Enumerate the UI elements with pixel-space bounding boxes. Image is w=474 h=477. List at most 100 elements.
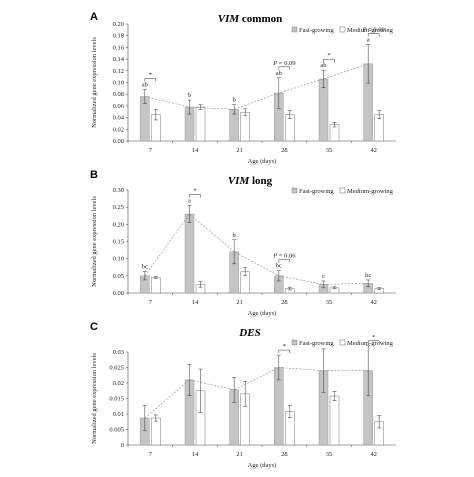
significance-annotation: P = 0.09 — [272, 60, 295, 67]
y-tick-label: 0.18 — [113, 33, 124, 40]
y-axis-label: Normalized gene expression levels — [91, 353, 98, 444]
significance-annotation: * — [149, 72, 152, 79]
y-tick-label: 0.30 — [113, 187, 124, 194]
trend-line-fast — [144, 213, 369, 285]
y-tick-label: 0.20 — [113, 221, 124, 228]
significance-letter: ab — [320, 62, 326, 69]
chart-title-italic: VIM — [228, 175, 251, 187]
y-tick-label: 0.25 — [113, 204, 124, 211]
p-symbol: P — [362, 26, 367, 33]
significance-annotation: * — [283, 343, 286, 350]
y-tick-label: 0.05 — [113, 273, 124, 280]
chart-title-rest: common — [239, 13, 282, 25]
significance-bracket — [367, 340, 380, 344]
x-tick-label: 7 — [149, 451, 153, 458]
p-value: = 0.06 — [277, 253, 296, 260]
trend-line-fast — [144, 63, 369, 110]
p-value: = 0.09 — [277, 60, 295, 67]
significance-letter: b — [233, 232, 236, 239]
bar-medium-growing — [329, 395, 340, 446]
y-tick-label: 0.15 — [113, 239, 124, 246]
legend-label-fast: Fast-growing — [299, 188, 334, 195]
x-tick-label: 14 — [192, 451, 199, 458]
significance-letter: a — [188, 197, 191, 204]
chart-panel-b: B VIM long Fast-growing Medium-growing 0.00 0… — [90, 169, 396, 317]
chart-title: VIM long — [228, 175, 273, 187]
bar-medium-growing — [151, 417, 161, 446]
y-tick-label: 0.03 — [113, 349, 124, 356]
x-tick-label: 42 — [370, 147, 377, 154]
x-tick-label: 28 — [281, 299, 288, 306]
y-axis-label: Normalized gene expression levels — [91, 37, 98, 128]
significance-annotation: * — [193, 187, 196, 194]
y-tick-label: 0.08 — [113, 91, 124, 98]
x-axis-label: Age (days) — [248, 462, 277, 469]
significance-bracket — [278, 349, 291, 354]
significance-annotation: * — [372, 334, 375, 341]
significance-letter: ab — [276, 70, 282, 77]
chart-panel-a: A VIM common Fast-growing Medium-growing 0.0… — [90, 11, 396, 165]
significance-bracket — [278, 66, 291, 70]
x-tick-label: 42 — [370, 451, 377, 458]
significance-bracket — [278, 259, 291, 263]
legend-label-fast: Fast-growing — [299, 27, 334, 34]
x-tick-label: 21 — [236, 299, 243, 306]
x-tick-label: 35 — [326, 451, 333, 458]
x-tick-label: 21 — [236, 451, 243, 458]
chart-panel-c: C DES Fast-growing Medium-growing 0 0.005 0.01… — [90, 321, 396, 469]
x-tick-label: 28 — [281, 451, 288, 458]
legend-swatch-fast — [291, 26, 298, 33]
bar-fast-growing — [184, 213, 195, 294]
x-tick-label: 28 — [281, 147, 288, 154]
y-tick-label: 0.16 — [113, 44, 125, 51]
x-tick-label: 14 — [192, 299, 199, 306]
y-tick-label: 0.10 — [113, 256, 124, 263]
x-tick-label: 7 — [149, 147, 153, 154]
y-tick-label: 0.04 — [113, 115, 125, 122]
y-tick-label: 0.02 — [113, 126, 124, 133]
significance-letter: b — [233, 97, 236, 104]
significance-bracket — [367, 33, 380, 37]
bar-medium-growing — [195, 106, 206, 142]
legend-swatch-medium — [339, 26, 346, 33]
y-tick-label: 0.02 — [113, 380, 124, 387]
significance-letter: a — [367, 36, 370, 43]
chart-title: DES — [238, 327, 260, 339]
y-tick-label: 0.01 — [113, 411, 124, 418]
y-tick-label: 0.20 — [113, 21, 124, 28]
p-value: = 0.09 — [367, 26, 385, 33]
significance-bracket — [323, 58, 335, 63]
chart-title-rest: long — [249, 175, 272, 187]
panel-letter: A — [90, 11, 98, 23]
significance-annotation: P = 0.09 — [362, 26, 385, 33]
y-tick-label: 0.06 — [113, 103, 125, 110]
legend-label-fast: Fast-growing — [299, 340, 334, 347]
y-tick-label: 0.015 — [109, 396, 124, 403]
legend-label-medium: Medium-growing — [347, 188, 394, 195]
x-tick-label: 42 — [370, 299, 377, 306]
significance-bracket — [144, 78, 157, 82]
significance-annotation: P = 0.06 — [272, 253, 296, 260]
y-tick-label: 0.14 — [113, 56, 125, 63]
x-axis-label: Age (days) — [248, 158, 277, 165]
p-symbol: P — [272, 60, 277, 67]
p-symbol: P — [272, 253, 277, 260]
bar-fast-growing — [318, 78, 329, 142]
significance-annotation: * — [327, 52, 330, 59]
y-tick-label: 0 — [121, 442, 124, 449]
significance-letter: ab — [142, 82, 148, 89]
y-tick-label: 0.00 — [113, 138, 124, 145]
panel-letter: B — [90, 169, 98, 181]
y-axis-label: Normalized gene expression levels — [91, 196, 98, 287]
bar-medium-growing — [240, 112, 250, 142]
significance-letter: c — [322, 273, 325, 280]
legend-swatch-fast — [291, 339, 298, 346]
significance-letter: bc — [276, 263, 282, 270]
legend-label-medium: Medium-growing — [347, 340, 394, 347]
chart-title: VIM common — [218, 13, 282, 25]
x-tick-label: 7 — [149, 299, 153, 306]
legend-label-medium: Medium-growing — [347, 27, 394, 34]
significance-bracket — [189, 194, 201, 198]
chart-title-italic: DES — [238, 327, 260, 339]
